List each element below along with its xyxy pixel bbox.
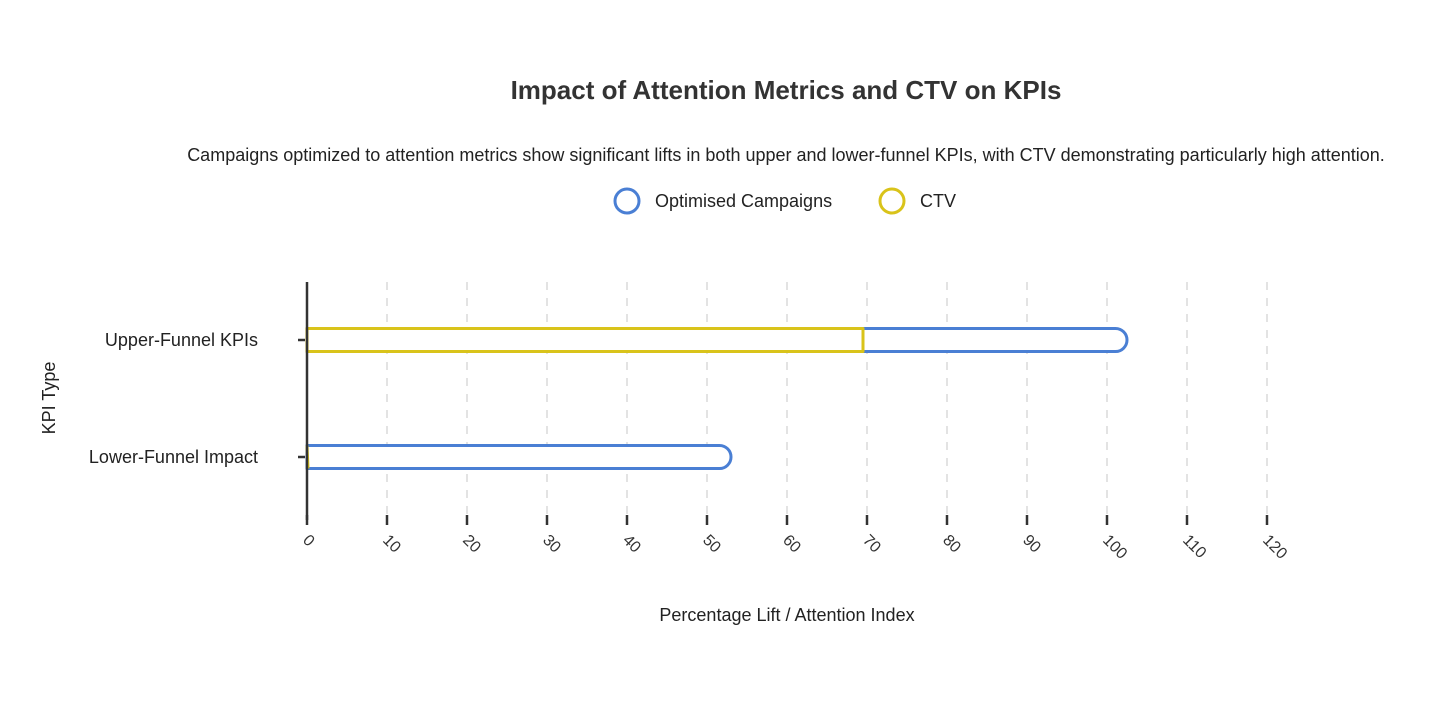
bar-optimised-campaigns-0 (305, 327, 1129, 353)
bar-optimised-campaigns-1 (305, 444, 733, 470)
legend-marker-1 (878, 187, 906, 215)
legend-marker-0 (613, 187, 641, 215)
x-tick-label-3: 30 (539, 532, 564, 557)
x-tick-label-4: 40 (619, 532, 644, 557)
category-label-1: Lower-Funnel Impact (89, 447, 258, 467)
axes: Upper-Funnel KPIs Lower-Funnel Impact 0 10 2… (89, 282, 1290, 563)
x-tick-label-5: 50 (699, 532, 724, 557)
x-tick-label-12: 120 (1259, 532, 1290, 563)
bars (305, 327, 1129, 470)
x-tick-label-7: 70 (859, 532, 884, 557)
category-label-0: Upper-Funnel KPIs (105, 330, 258, 350)
legend-label-0: Optimised Campaigns (655, 191, 832, 211)
legend: Optimised Campaigns CTV (613, 187, 956, 215)
x-tick-label-2: 20 (459, 532, 484, 557)
x-tick-label-1: 10 (379, 532, 404, 557)
x-tick-label-6: 60 (779, 532, 804, 557)
x-tick-label-10: 100 (1099, 532, 1130, 563)
chart-title: Impact of Attention Metrics and CTV on K… (511, 75, 1062, 105)
bar-ctv-0 (305, 327, 865, 353)
x-tick-label-8: 80 (939, 532, 964, 557)
y-axis-label: KPI Type (39, 362, 59, 435)
chart-subtitle: Campaigns optimized to attention metrics… (187, 145, 1385, 165)
x-axis-label: Percentage Lift / Attention Index (659, 605, 914, 625)
legend-label-1: CTV (920, 191, 956, 211)
gridlines (386, 282, 1268, 520)
x-tick-label-0: 0 (299, 532, 317, 550)
x-tick-label-9: 90 (1019, 532, 1044, 557)
x-tick-label-11: 110 (1179, 532, 1209, 562)
